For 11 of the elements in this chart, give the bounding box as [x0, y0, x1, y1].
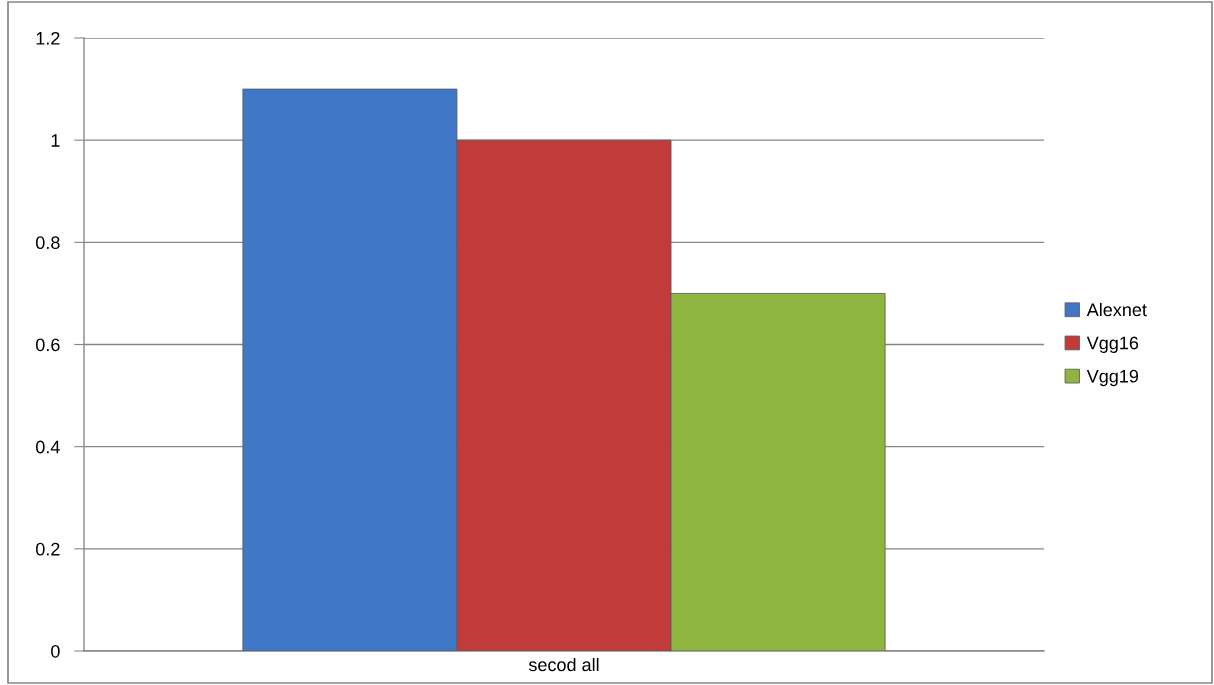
y-tick-label: 0: [51, 644, 60, 658]
y-tick-label: 0.8: [36, 236, 60, 250]
y-tick-label: 1: [51, 134, 60, 147]
y-tick-label: 0.6: [36, 338, 60, 352]
y-tick-label: 0.2: [36, 542, 60, 556]
legend-label: Vgg19: [1086, 369, 1139, 387]
legend-label: Vgg16: [1086, 336, 1139, 353]
legend-label: Alexnet: [1086, 302, 1147, 317]
y-tick-label: 0.4: [36, 440, 60, 454]
y-tick-label: 1.2: [36, 31, 60, 45]
x-tick-label: secod all: [528, 657, 599, 672]
